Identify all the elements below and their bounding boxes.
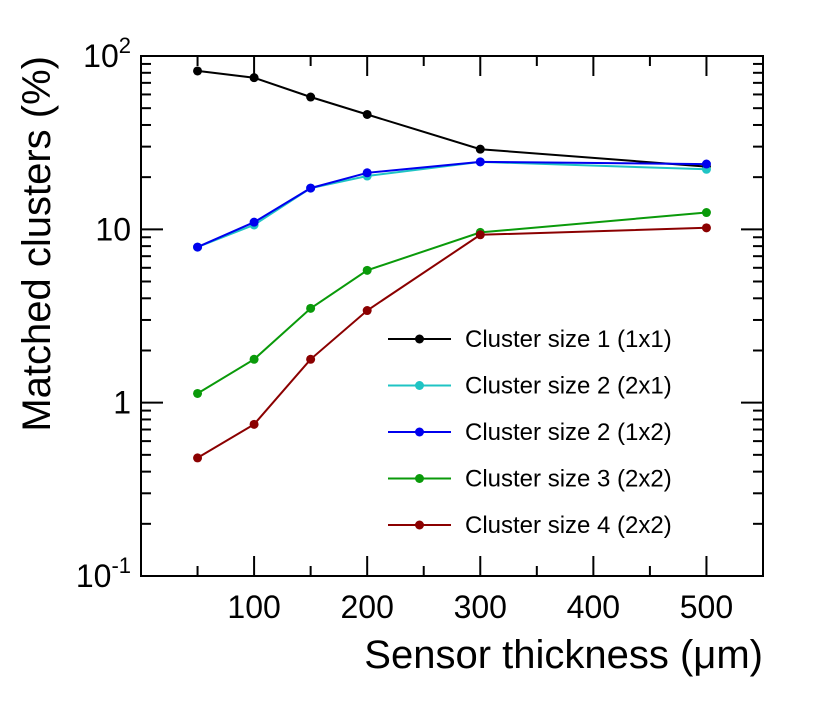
- legend-label: Cluster size 4 (2x2): [465, 512, 672, 539]
- y-tick-label: 1: [113, 385, 131, 421]
- data-point: [306, 92, 316, 102]
- tick-labels: 100 200 300 400 500 10-1 1 10 102: [76, 33, 733, 625]
- data-point: [249, 354, 259, 364]
- x-axis-title: Sensor thickness (μm): [364, 633, 763, 677]
- data-point: [701, 208, 711, 218]
- x-tick-label: 200: [340, 589, 393, 625]
- y-tick-label: 10: [95, 211, 131, 247]
- legend-item: Cluster size 3 (2x2): [388, 466, 672, 493]
- plot-frame: [140, 55, 764, 577]
- data-point: [193, 242, 203, 252]
- y-tick-label: 10-1: [76, 553, 131, 594]
- data-point: [475, 157, 485, 167]
- data-point: [249, 217, 259, 227]
- major-ticks: [141, 55, 763, 577]
- series-cluster-size-2-1x2: [193, 157, 711, 252]
- legend-label: Cluster size 1 (1x1): [465, 326, 672, 353]
- x-tick-label: 100: [227, 589, 280, 625]
- data-point: [362, 168, 372, 178]
- y-axis-title: Matched clusters (%): [15, 56, 59, 432]
- series-line: [196, 226, 707, 459]
- legend-label: Cluster size 3 (2x2): [465, 466, 672, 493]
- data-point: [306, 303, 316, 313]
- legend-label: Cluster size 2 (1x2): [465, 419, 672, 446]
- legend-label: Cluster size 2 (2x1): [465, 373, 672, 400]
- x-tick-label: 300: [454, 589, 507, 625]
- data-point: [306, 354, 316, 364]
- legend-item: Cluster size 2 (1x2): [388, 419, 672, 446]
- series-layer: [193, 66, 711, 463]
- series-cluster-size-2-2x1: [193, 157, 711, 252]
- legend-marker: [415, 334, 424, 344]
- legend-marker: [415, 520, 424, 530]
- data-point: [193, 453, 203, 463]
- data-point: [701, 159, 711, 169]
- data-point: [362, 109, 372, 119]
- series-line: [197, 69, 707, 168]
- data-point: [475, 230, 485, 240]
- series-cluster-size-3-2x2: [193, 208, 711, 398]
- series-cluster-size-4-2x2: [193, 223, 711, 463]
- data-point: [701, 223, 711, 233]
- data-point: [193, 66, 203, 76]
- legend-item: Cluster size 1 (1x1): [388, 326, 672, 353]
- data-point: [475, 144, 485, 154]
- data-point: [362, 306, 372, 316]
- data-point: [306, 183, 316, 193]
- minor-ticks: [141, 56, 763, 576]
- legend-marker: [415, 381, 424, 390]
- series-line: [197, 160, 707, 249]
- legend-marker: [415, 474, 424, 483]
- legend-item: Cluster size 2 (2x1): [388, 373, 672, 400]
- series-cluster-size-1-1x1: [193, 66, 711, 172]
- series-line: [196, 211, 707, 395]
- y-tick-label: 102: [83, 33, 131, 74]
- data-point: [249, 73, 259, 83]
- legend: Cluster size 1 (1x1) Cluster size 2 (2x1)…: [388, 326, 672, 539]
- x-tick-label: 400: [567, 589, 620, 625]
- x-tick-label: 500: [680, 589, 733, 625]
- data-point: [362, 265, 372, 275]
- data-point: [249, 419, 259, 429]
- series-line: [197, 160, 707, 249]
- legend-marker: [415, 427, 424, 437]
- data-point: [193, 388, 203, 398]
- legend-item: Cluster size 4 (2x2): [388, 512, 672, 539]
